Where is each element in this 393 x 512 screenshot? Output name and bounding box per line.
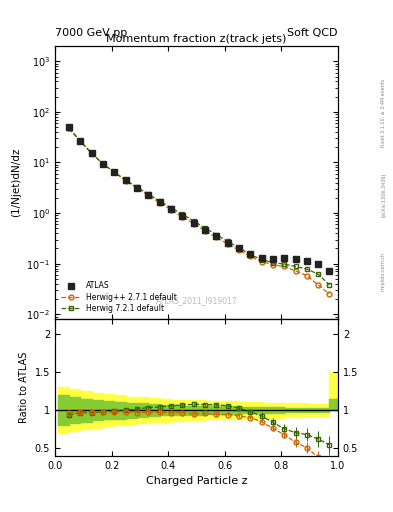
Text: Soft QCD: Soft QCD bbox=[288, 28, 338, 38]
Text: [arXiv:1306.3436]: [arXiv:1306.3436] bbox=[381, 173, 386, 217]
Text: ATLAS_2011_I919017: ATLAS_2011_I919017 bbox=[156, 296, 237, 306]
Text: 7000 GeV pp: 7000 GeV pp bbox=[55, 28, 127, 38]
Y-axis label: (1/Njet)dN/dz: (1/Njet)dN/dz bbox=[11, 148, 21, 217]
Text: mcplots.cern.ch: mcplots.cern.ch bbox=[381, 252, 386, 291]
X-axis label: Charged Particle z: Charged Particle z bbox=[146, 476, 247, 486]
Title: Momentum fraction z(track jets): Momentum fraction z(track jets) bbox=[107, 34, 286, 44]
Text: Rivet 3.1.10, ≥ 3.4M events: Rivet 3.1.10, ≥ 3.4M events bbox=[381, 78, 386, 147]
Legend: ATLAS, Herwig++ 2.7.1 default, Herwig 7.2.1 default: ATLAS, Herwig++ 2.7.1 default, Herwig 7.… bbox=[59, 279, 180, 315]
Y-axis label: Ratio to ATLAS: Ratio to ATLAS bbox=[19, 352, 29, 423]
